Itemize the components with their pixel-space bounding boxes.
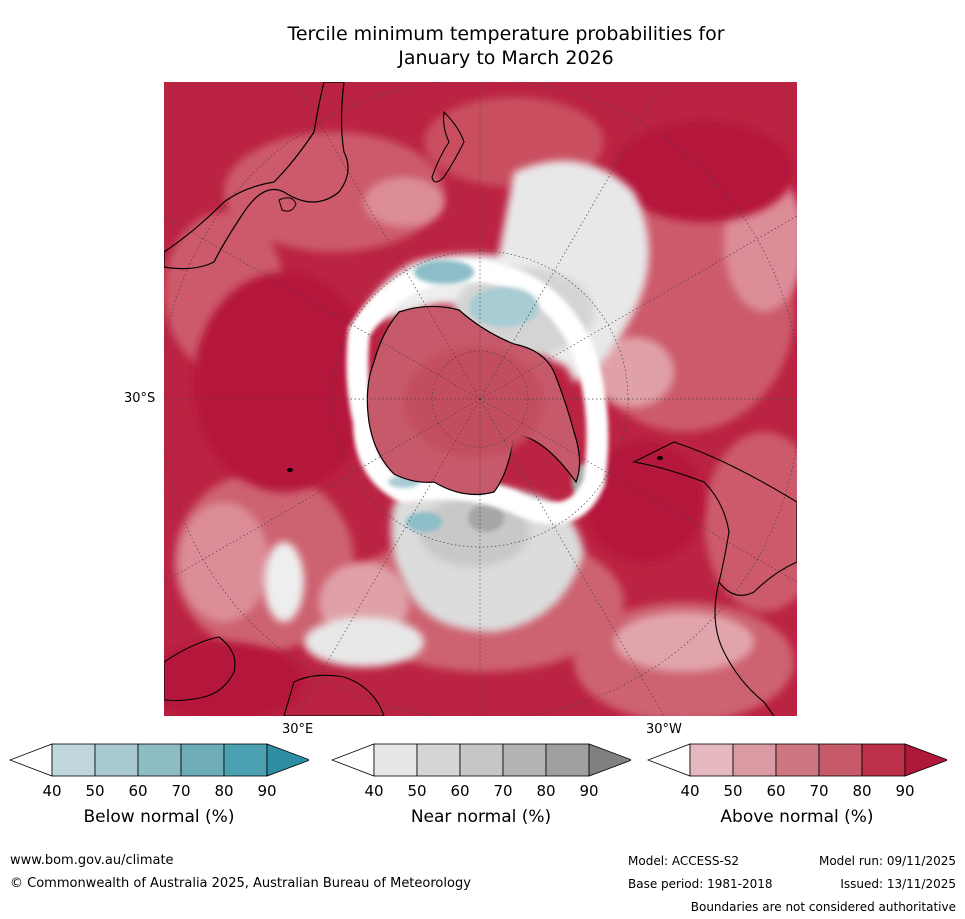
colorbar-segment-high — [588, 743, 631, 777]
footer-copyright: © Commonwealth of Australia 2025, Austra… — [10, 876, 471, 891]
colorbar-below-normal-title: Below normal (%) — [83, 807, 235, 827]
colorbar-above-normal: 40 50 60 70 80 90 Above normal (%) — [647, 742, 947, 852]
kerguelen-island — [287, 468, 293, 472]
colorbar-tick-label: 60 — [450, 782, 470, 800]
colorbar-near-normal-title: Near normal (%) — [410, 807, 552, 827]
colorbar-above-normal-svg — [647, 743, 947, 777]
colorbar-segment — [373, 743, 418, 777]
colorbar-segment-high — [904, 743, 947, 777]
below-normal-regions — [388, 260, 539, 532]
colorbar-below-normal: 40 50 60 70 80 90 Below normal (%) — [9, 742, 309, 852]
colorbar-near-normal-svg — [331, 743, 631, 777]
colorbar-segment — [545, 743, 590, 777]
longitude-grid — [164, 82, 797, 716]
above-normal-light-regions — [179, 172, 797, 672]
colorbar-above-normal-ticks: 40 50 60 70 80 90 — [647, 782, 947, 802]
colorbar-tick-label: 80 — [852, 782, 872, 800]
colorbar-segment — [502, 743, 547, 777]
south-america-east-coast — [714, 581, 775, 716]
colorbar-tick-label: 60 — [766, 782, 786, 800]
colorbar-tick-label: 50 — [723, 782, 743, 800]
colorbar-segment — [180, 743, 225, 777]
colorbar-segment — [775, 743, 820, 777]
colorbar-tick-label: 70 — [809, 782, 829, 800]
colorbar-tick-label: 40 — [364, 782, 384, 800]
colorbar-below-normal-ticks: 40 50 60 70 80 90 — [9, 782, 309, 802]
colorbar-tick-label: 40 — [42, 782, 62, 800]
colorbar-above-normal-title: Above normal (%) — [720, 807, 874, 827]
colorbar-tick-label: 50 — [407, 782, 427, 800]
colorbar-below-normal-svg — [9, 743, 309, 777]
map-title: Tercile minimum temperature probabilitie… — [164, 22, 848, 70]
colorbar-segment-low — [9, 743, 53, 777]
colorbar-tick-label: 80 — [214, 782, 234, 800]
footer-disclaimer: Boundaries are not considered authoritat… — [690, 900, 956, 914]
colorbar-segment — [416, 743, 461, 777]
tasmania-coastline — [278, 197, 297, 212]
colorbar-tick-label: 50 — [85, 782, 105, 800]
footer-model-run: Model run: 09/11/2025 — [818, 854, 956, 868]
colorbar-segment — [689, 743, 734, 777]
antarctica-interior — [404, 347, 544, 457]
colorbar-tick-label: 70 — [493, 782, 513, 800]
colorbar-tick-label: 60 — [128, 782, 148, 800]
colorbar-tick-label: 80 — [536, 782, 556, 800]
lat-label-30s: 30°S — [124, 391, 156, 406]
footer-issued: Issued: 13/11/2025 — [840, 877, 956, 891]
antarctic-white-ring — [346, 259, 609, 525]
australia-coastline — [164, 82, 349, 270]
colorbar-segment-low — [331, 743, 375, 777]
falkland-islands — [657, 456, 663, 460]
lon-label-30e: 30°E — [282, 722, 314, 737]
colorbar-segment — [51, 743, 96, 777]
lon-label-30w: 30°W — [646, 722, 682, 737]
polar-map-svg — [164, 82, 797, 716]
title-line-1: Tercile minimum temperature probabilitie… — [287, 23, 725, 45]
south-america-coastline — [632, 441, 797, 596]
footer-base-period: Base period: 1981-2018 — [628, 877, 773, 891]
colorbar-near-normal: 40 50 60 70 80 90 Near normal (%) — [331, 742, 631, 852]
new-zealand-coastline — [431, 110, 465, 183]
title-line-2: January to March 2026 — [398, 47, 614, 69]
colorbar-tick-label: 70 — [171, 782, 191, 800]
colorbar-segment — [459, 743, 504, 777]
footer-website: www.bom.gov.au/climate — [10, 853, 174, 868]
colorbar-segment — [94, 743, 139, 777]
colorbar-near-normal-ticks: 40 50 60 70 80 90 — [331, 782, 631, 802]
colorbar-segment-low — [647, 743, 691, 777]
colorbar-tick-label: 90 — [579, 782, 599, 800]
footer-model: Model: ACCESS-S2 — [628, 854, 740, 868]
colorbar-tick-label: 90 — [257, 782, 277, 800]
colorbar-segment — [137, 743, 182, 777]
colorbar-segment — [861, 743, 906, 777]
colorbar-segment — [223, 743, 268, 777]
colorbar-tick-label: 40 — [680, 782, 700, 800]
probability-map — [164, 82, 797, 716]
africa-coastline — [164, 636, 236, 702]
colorbar-segment — [818, 743, 863, 777]
madagascar-coastline — [283, 674, 385, 716]
colorbar-tick-label: 90 — [895, 782, 915, 800]
colorbar-segment — [732, 743, 777, 777]
colorbar-segment-high — [266, 743, 309, 777]
